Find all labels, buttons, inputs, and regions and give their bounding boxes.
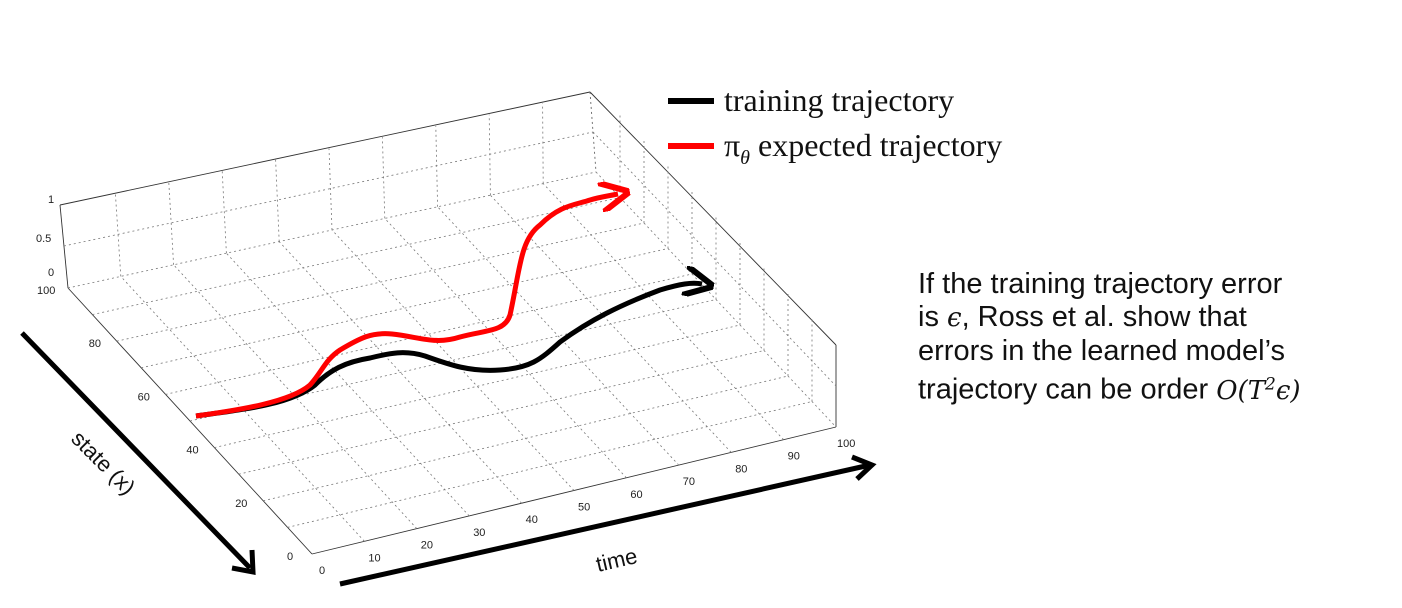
state-tick-label: 20 [235,498,247,510]
vertical-tick-label: 0 [48,267,54,279]
time-tick-label: 20 [421,540,433,552]
state-axis-label: state (x) [66,426,140,500]
caption-line-1: If the training trajectory error [918,268,1283,300]
time-tick-label: 70 [683,476,695,488]
time-tick-label: 90 [788,451,800,463]
training-trajectory-line [195,283,702,419]
order-formula: O(T2ϵ) [1216,374,1301,406]
caption-line-3: errors in the learned model’s [918,335,1285,367]
time-tick-label: 40 [526,514,538,526]
legend: training trajectory πθ expected trajecto… [668,82,1002,169]
legend-label-training: training trajectory [724,82,954,118]
time-tick-label: 100 [837,438,855,450]
vertical-tick-label: 0.5 [36,233,51,245]
time-tick-label: 10 [368,552,380,564]
axis-ticks: 0 10 20 30 40 50 60 70 80 90 100 0 20 40 60 80 100 0 0.5 1 [36,194,855,577]
plot-grid-dotted [63,103,837,542]
vertical-tick-label: 1 [48,194,54,206]
state-tick-label: 80 [89,338,101,350]
legend-label-expected: πθ expected trajectory [724,127,1002,169]
time-tick-label: 50 [578,502,590,514]
expected-trajectory-line [195,194,618,419]
time-tick-label: 30 [473,527,485,539]
axis-arrows [20,331,877,587]
caption-text: If the training trajectory error is ϵ, R… [918,268,1398,408]
state-tick-label: 100 [37,285,55,297]
state-tick-label: 0 [287,551,293,563]
time-tick-label: 80 [735,463,747,475]
state-tick-label: 60 [138,391,150,403]
plot-grid [59,91,837,555]
time-axis-label: time [594,543,640,577]
caption-line-4: trajectory can be order O(T2ϵ) [918,373,1301,406]
caption-line-2: is ϵ, Ross et al. show that [918,301,1247,333]
time-tick-label: 60 [630,489,642,501]
state-tick-label: 40 [186,445,198,457]
epsilon-symbol: ϵ [947,303,962,333]
time-tick-label: 0 [319,565,325,577]
